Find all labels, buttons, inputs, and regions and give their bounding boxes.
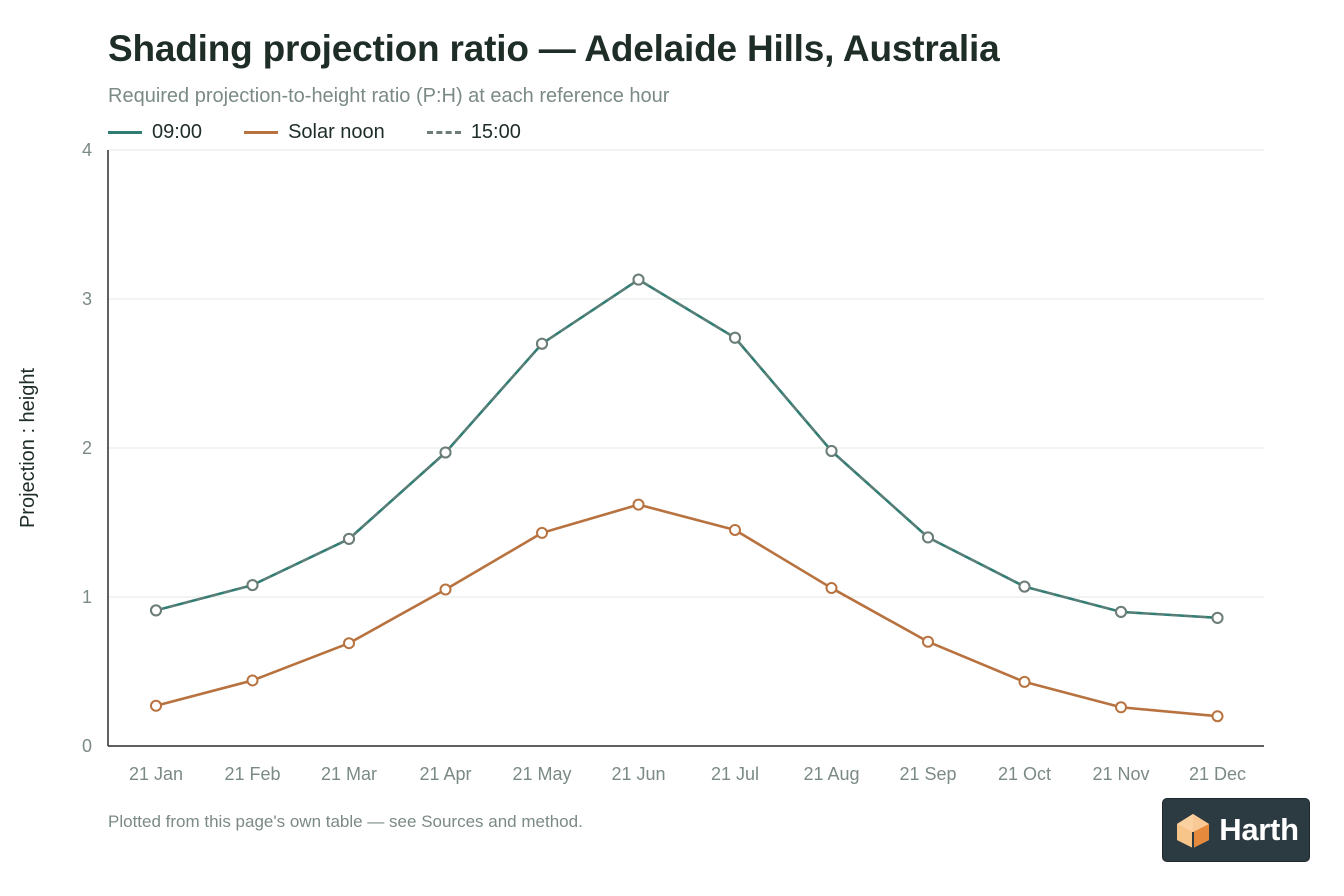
y-tick-labels: 0 1 2 3 4 xyxy=(82,140,92,756)
data-point-solar-noon[interactable] xyxy=(1018,675,1031,688)
x-tick-label: 21 Feb xyxy=(224,764,280,784)
brand-badge[interactable]: Harth xyxy=(1162,798,1310,862)
x-tick-label: 21 Dec xyxy=(1189,764,1246,784)
data-point-15-00[interactable] xyxy=(246,579,259,592)
data-point-15-00[interactable] xyxy=(1115,605,1127,618)
data-point-solar-noon[interactable] xyxy=(150,699,162,712)
series-15-00 xyxy=(150,273,1224,624)
y-tick-label: 4 xyxy=(82,140,92,160)
legend-label-1500: 15:00 xyxy=(470,120,521,143)
brand-name: Harth xyxy=(1219,812,1299,847)
x-tick-label: 21 May xyxy=(512,764,571,784)
x-tick-label: 21 Aug xyxy=(803,764,859,784)
series-09-00 xyxy=(150,273,1224,624)
x-tick-labels: 21 Jan 21 Feb 21 Mar 21 Apr 21 May 21 Jun 21 J… xyxy=(129,764,1246,784)
x-tick-label: 21 Oct xyxy=(998,764,1051,784)
y-axis-label: Projection : height xyxy=(17,368,39,529)
data-point-15-00[interactable] xyxy=(922,531,934,544)
data-point-solar-noon[interactable] xyxy=(1211,710,1224,723)
data-point-solar-noon[interactable] xyxy=(825,582,838,595)
y-tick-label: 3 xyxy=(82,289,92,309)
x-tick-label: 21 Apr xyxy=(419,764,471,784)
legend: 09:00 Solar noon 15:00 xyxy=(108,120,563,144)
x-tick-label: 21 Nov xyxy=(1092,764,1149,784)
data-point-solar-noon[interactable] xyxy=(632,498,645,511)
x-tick-label: 21 Jan xyxy=(129,764,183,784)
data-point-15-00[interactable] xyxy=(632,273,645,286)
data-point-15-00[interactable] xyxy=(150,604,162,617)
series-group xyxy=(150,273,1224,723)
legend-label-0900: 09:00 xyxy=(152,120,203,143)
legend-label-solar-noon: Solar noon xyxy=(288,120,385,143)
data-point-15-00[interactable] xyxy=(729,331,741,344)
legend-swatch-solar-noon xyxy=(244,130,279,134)
legend-item-0900: 09:00 xyxy=(108,121,202,144)
data-point-15-00[interactable] xyxy=(825,444,838,457)
legend-swatch-0900 xyxy=(108,130,142,134)
gridlines xyxy=(108,149,1264,598)
data-point-solar-noon[interactable] xyxy=(922,635,934,648)
legend-swatch-1500 xyxy=(426,130,461,134)
data-point-15-00[interactable] xyxy=(536,337,548,350)
series-line-09-00 xyxy=(155,278,1218,620)
series-line-solar-noon xyxy=(155,503,1218,718)
data-point-solar-noon[interactable] xyxy=(729,523,741,536)
x-tick-label: 21 Sep xyxy=(899,764,956,784)
data-point-15-00[interactable] xyxy=(1211,611,1224,624)
data-point-solar-noon[interactable] xyxy=(246,674,259,687)
data-point-solar-noon[interactable] xyxy=(343,637,355,650)
data-point-15-00[interactable] xyxy=(1018,580,1031,593)
legend-item-1500: 15:00 xyxy=(426,120,521,144)
chart-title: Shading projection ratio — Adelaide Hill… xyxy=(108,28,1000,69)
y-tick-label: 0 xyxy=(82,736,92,756)
data-point-solar-noon[interactable] xyxy=(1115,701,1127,714)
data-point-15-00[interactable] xyxy=(343,532,355,545)
series-line-15-00 xyxy=(155,278,1218,619)
data-point-solar-noon[interactable] xyxy=(439,583,452,596)
data-point-solar-noon[interactable] xyxy=(536,526,548,539)
y-tick-label: 1 xyxy=(82,587,92,607)
series-solar-noon xyxy=(150,498,1224,723)
house-cube-icon xyxy=(1177,814,1210,848)
footnote: Plotted from this page's own table — see… xyxy=(108,812,583,831)
y-tick-label: 2 xyxy=(82,438,92,458)
x-tick-label: 21 Mar xyxy=(321,764,377,784)
x-tick-label: 21 Jul xyxy=(711,764,759,784)
chart-subtitle: Required projection-to-height ratio (P:H… xyxy=(108,85,670,107)
x-tick-label: 21 Jun xyxy=(611,764,665,784)
data-point-15-00[interactable] xyxy=(439,446,452,459)
legend-item-solar-noon: Solar noon xyxy=(244,121,385,144)
